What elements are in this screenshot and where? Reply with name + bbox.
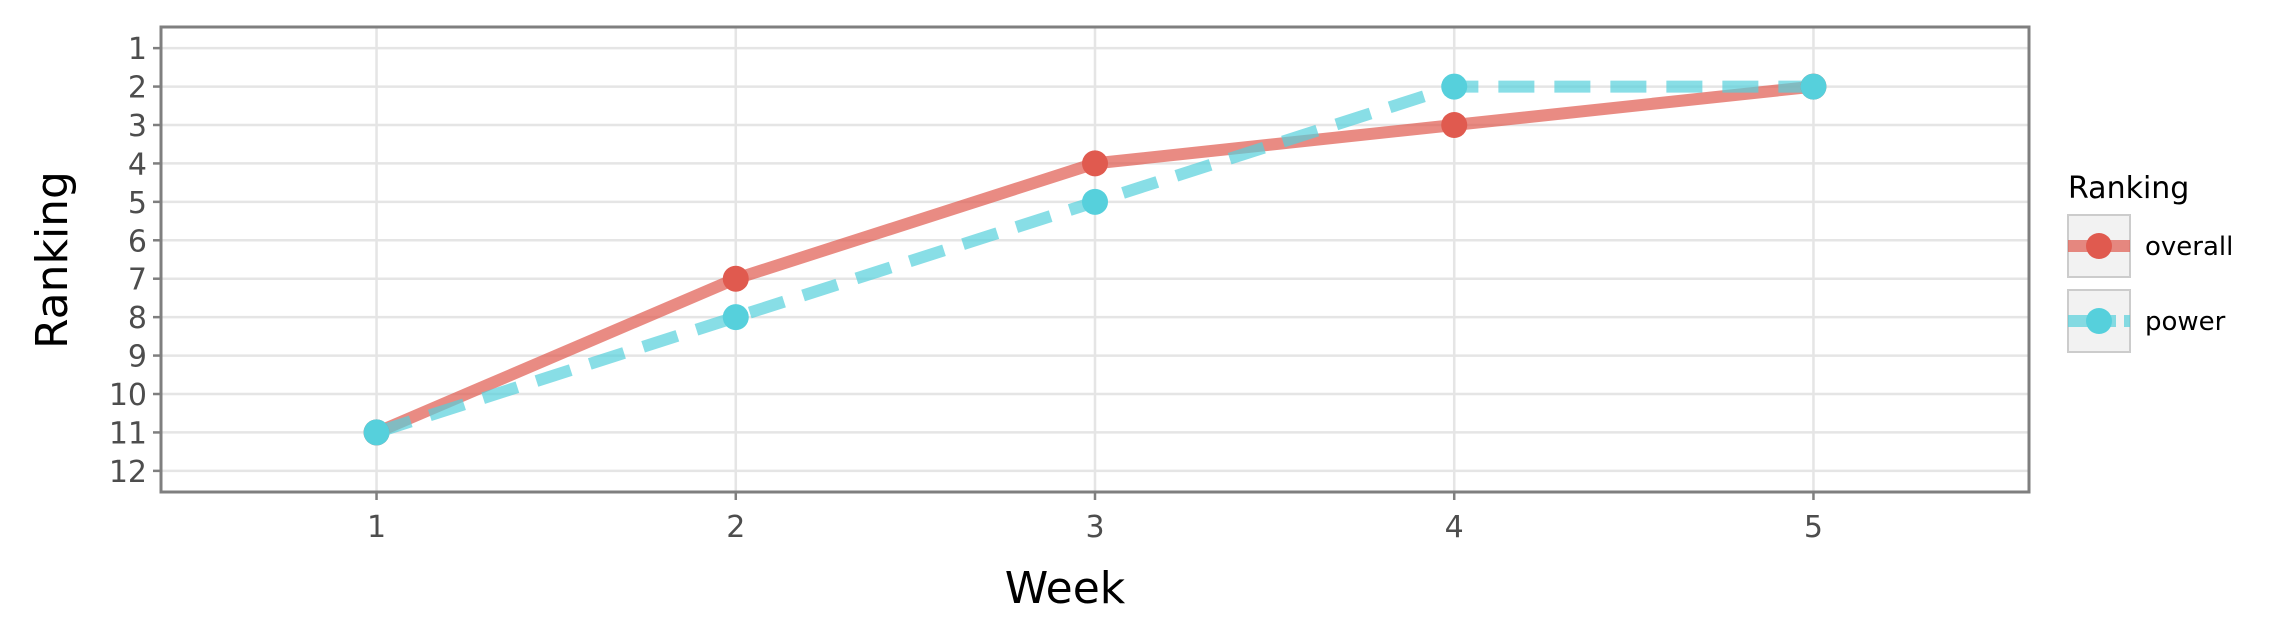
y-tick-label: 9: [128, 340, 147, 375]
series-points: [363, 73, 1827, 446]
x-gridlines: [375, 27, 1815, 492]
x-tick-label: 1: [367, 510, 386, 545]
y-tick-label: 8: [128, 301, 147, 336]
y-tick-label: 4: [128, 147, 147, 182]
y-tick-label: 11: [109, 416, 147, 451]
data-point-power: [1800, 73, 1827, 100]
y-tick-label: 7: [128, 263, 147, 298]
y-axis-title: Ranking: [27, 171, 78, 349]
y-tick-label: 5: [128, 186, 147, 221]
x-axis-ticks: 1 2 3 4 5: [367, 492, 1823, 545]
data-point-power: [363, 419, 390, 446]
data-point-power: [1082, 188, 1108, 215]
legend: Ranking overall power: [2067, 171, 2233, 353]
legend-label-power: power: [2145, 307, 2226, 337]
data-point-overall: [1082, 150, 1108, 177]
y-tick-label: 12: [109, 455, 147, 490]
y-tick-label: 1: [128, 32, 147, 67]
x-tick-label: 5: [1804, 510, 1823, 545]
x-tick-label: 2: [726, 510, 745, 545]
data-point-overall: [722, 265, 749, 292]
x-tick-label: 3: [1085, 510, 1104, 545]
legend-label-overall: overall: [2145, 232, 2233, 262]
x-tick-label: 4: [1445, 510, 1464, 545]
y-tick-label: 3: [128, 109, 147, 144]
x-axis-title: Week: [1005, 563, 1126, 614]
y-tick-label: 2: [128, 71, 147, 106]
y-tick-label: 10: [109, 378, 147, 413]
legend-marker-overall: [2086, 233, 2112, 259]
data-point-power: [1441, 73, 1468, 100]
data-point-power: [722, 304, 749, 331]
legend-marker-power: [2086, 308, 2112, 334]
y-tick-label: 6: [128, 224, 147, 259]
legend-title: Ranking: [2068, 171, 2189, 206]
data-point-overall: [1441, 111, 1468, 138]
